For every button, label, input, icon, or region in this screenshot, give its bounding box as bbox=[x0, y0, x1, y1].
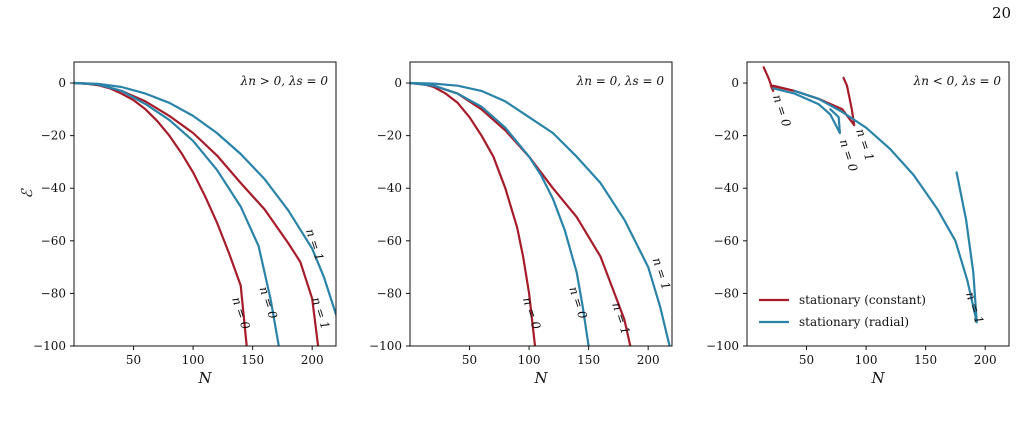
series-group bbox=[762, 66, 978, 324]
panel-annotation: λn < 0, λs = 0 bbox=[913, 74, 1002, 88]
y-tick-label: −60 bbox=[714, 234, 739, 248]
curve-label: n = 0 bbox=[837, 138, 861, 174]
x-axis-label: N bbox=[533, 369, 548, 387]
x-tick-label: 150 bbox=[914, 353, 937, 367]
y-tick-label: −80 bbox=[41, 286, 66, 300]
panel-3: 50 100 150 200 0 −20 −40 −60 −80 −100 Nλn < 0, λs … bbox=[706, 61, 1010, 387]
y-tick-label: −40 bbox=[377, 181, 402, 195]
x-tick-label: 200 bbox=[637, 353, 660, 367]
curve-label: n = 0 bbox=[770, 93, 794, 129]
series-line-radial-4 bbox=[74, 81, 336, 316]
y-axis-label: ℰ bbox=[18, 188, 36, 199]
y-tick-label: −60 bbox=[41, 234, 66, 248]
curve-label: n = 0 bbox=[229, 295, 253, 331]
panels: 50 100 150 200 0 −20 −40 −60 −80 −100 N ℰλn > 0, λs… bbox=[18, 61, 1010, 387]
legend-label-constant: stationary (constant) bbox=[799, 293, 926, 307]
x-tick-label: 50 bbox=[462, 353, 477, 367]
series-line-constant-1 bbox=[410, 81, 537, 346]
y-tick-label: −100 bbox=[706, 339, 739, 353]
y-tick-label: −100 bbox=[369, 339, 402, 353]
series-group bbox=[410, 81, 671, 346]
y-tick-label: −40 bbox=[41, 181, 66, 195]
series-line-radial-3 bbox=[74, 81, 280, 346]
legend: stationary (constant) stationary (radial) bbox=[759, 293, 926, 329]
curve-label: n = 1 bbox=[309, 295, 333, 331]
curve-label: n = 0 bbox=[566, 285, 590, 321]
x-tick-label: 50 bbox=[126, 353, 141, 367]
plot-frame bbox=[746, 61, 1010, 347]
curve-label: n = 0 bbox=[257, 285, 281, 321]
y-tick-label: −20 bbox=[41, 129, 66, 143]
series-line-constant-1 bbox=[74, 81, 248, 346]
y-tick-label: −80 bbox=[714, 286, 739, 300]
curve-label: n = 1 bbox=[303, 227, 327, 263]
y-tick-label: −100 bbox=[33, 339, 66, 353]
y-tick-label: −20 bbox=[377, 129, 402, 143]
x-tick-label: 100 bbox=[182, 353, 205, 367]
panel-annotation: λn = 0, λs = 0 bbox=[576, 74, 665, 88]
series-group bbox=[74, 81, 336, 346]
panel-1: 50 100 150 200 0 −20 −40 −60 −80 −100 N ℰλn > 0, λs… bbox=[18, 61, 337, 387]
curve-label: n = 1 bbox=[963, 290, 987, 326]
series-line-radial-3 bbox=[772, 87, 842, 135]
series-line-radial-4 bbox=[410, 81, 671, 346]
series-line-radial-4 bbox=[793, 89, 978, 324]
x-tick-label: 150 bbox=[577, 353, 600, 367]
plot-frame bbox=[409, 61, 673, 347]
x-tick-label: 100 bbox=[855, 353, 878, 367]
y-tick-label: −80 bbox=[377, 286, 402, 300]
x-axis-label: N bbox=[197, 369, 212, 387]
page-number: 20 bbox=[992, 4, 1012, 22]
y-tick-label: 0 bbox=[394, 76, 402, 90]
x-tick-label: 200 bbox=[974, 353, 997, 367]
legend-label-radial: stationary (radial) bbox=[799, 315, 909, 329]
series-line-constant-2 bbox=[410, 81, 632, 346]
y-tick-label: −40 bbox=[714, 181, 739, 195]
series-line-radial-3 bbox=[410, 81, 590, 346]
panel-annotation: λn > 0, λs = 0 bbox=[240, 74, 329, 88]
x-axis-label: N bbox=[870, 369, 885, 387]
panel-2: 50 100 150 200 0 −20 −40 −60 −80 −100 Nλn = 0, λs … bbox=[369, 61, 673, 387]
y-tick-label: −20 bbox=[714, 129, 739, 143]
series-line-constant-2 bbox=[74, 81, 320, 346]
x-tick-label: 50 bbox=[799, 353, 814, 367]
x-tick-label: 200 bbox=[301, 353, 324, 367]
y-tick-label: 0 bbox=[58, 76, 66, 90]
plot-frame bbox=[73, 61, 337, 347]
curve-label: n = 0 bbox=[520, 295, 544, 331]
y-tick-label: −60 bbox=[377, 234, 402, 248]
x-tick-label: 150 bbox=[241, 353, 264, 367]
y-tick-label: 0 bbox=[731, 76, 739, 90]
x-tick-label: 100 bbox=[518, 353, 541, 367]
curve-label: n = 1 bbox=[609, 301, 633, 337]
